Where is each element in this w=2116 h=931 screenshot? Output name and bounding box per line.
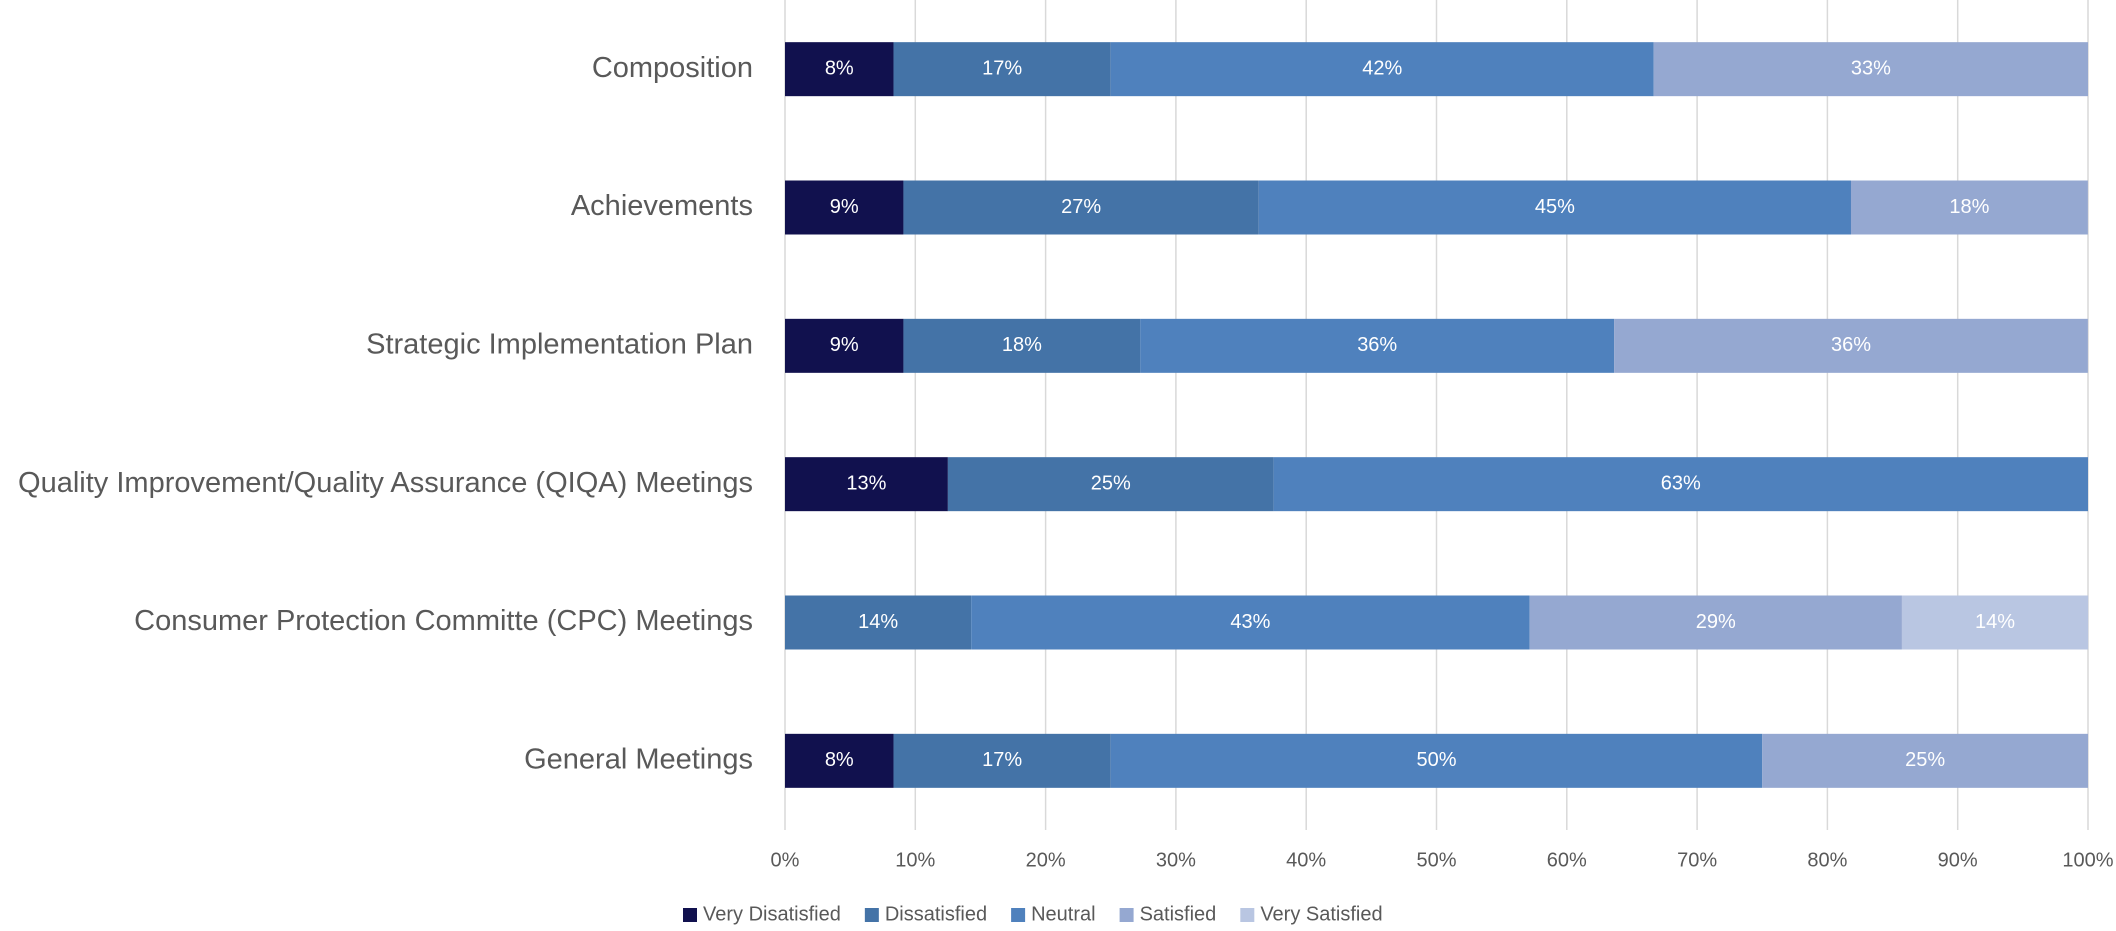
x-tick-label: 20% xyxy=(1026,849,1066,871)
bar-segment xyxy=(1614,318,2088,373)
bar-segment xyxy=(1140,318,1615,373)
x-tick-label: 100% xyxy=(2062,849,2113,871)
data-label: 9% xyxy=(830,334,859,356)
legend-swatch xyxy=(683,908,697,922)
legend-swatch xyxy=(1240,908,1255,922)
data-label: 36% xyxy=(1357,334,1397,356)
bar-segment xyxy=(1653,42,2088,97)
x-tick-label: 90% xyxy=(1938,849,1978,871)
legend-label: Satisfied xyxy=(1140,903,1217,925)
category-label: Composition xyxy=(592,52,753,84)
data-label: 18% xyxy=(1949,196,1989,218)
bar-segment xyxy=(1529,595,1902,650)
x-tick-label: 30% xyxy=(1156,849,1196,871)
legend-label: Very Satisfied xyxy=(1260,903,1382,925)
bar-segment xyxy=(903,318,1141,373)
bar-segment xyxy=(785,318,904,373)
data-label: 63% xyxy=(1661,472,1701,494)
bar-segment xyxy=(1258,180,1851,235)
x-tick-label: 0% xyxy=(771,849,800,871)
bar-segment xyxy=(1762,733,2088,788)
data-label: 13% xyxy=(846,472,886,494)
bar-segment xyxy=(1850,180,2088,235)
bar-segment xyxy=(785,180,904,235)
bar-segment xyxy=(1110,42,1654,97)
data-label: 8% xyxy=(825,749,854,771)
data-label: 50% xyxy=(1416,749,1456,771)
bar-segment xyxy=(785,733,894,788)
bar-segment xyxy=(785,595,972,650)
data-label: 25% xyxy=(1091,472,1131,494)
legend-swatch xyxy=(1011,908,1026,922)
legend-swatch xyxy=(864,908,879,922)
data-label: 33% xyxy=(1851,57,1891,79)
data-label: 17% xyxy=(982,57,1022,79)
legend-label: Dissatisfied xyxy=(885,903,987,925)
x-tick-label: 10% xyxy=(895,849,935,871)
bar-segment xyxy=(893,42,1111,97)
bar-segment xyxy=(1110,733,1763,788)
data-label: 8% xyxy=(825,57,854,79)
bar-segment xyxy=(893,733,1111,788)
bar-segment xyxy=(903,180,1259,235)
data-label: 14% xyxy=(858,611,898,633)
data-label: 45% xyxy=(1535,196,1575,218)
category-label: Strategic Implementation Plan xyxy=(366,328,753,360)
category-label: Consumer Protection Committe (CPC) Meeti… xyxy=(134,605,753,637)
data-label: 9% xyxy=(830,196,859,218)
legend-swatch xyxy=(1119,908,1134,922)
data-label: 27% xyxy=(1061,196,1101,218)
data-label: 42% xyxy=(1362,57,1402,79)
category-label: Achievements xyxy=(571,190,753,222)
data-label: 25% xyxy=(1905,749,1945,771)
x-tick-label: 60% xyxy=(1547,849,1587,871)
data-label: 18% xyxy=(1002,334,1042,356)
bar-segment xyxy=(1273,457,2088,512)
bar-segment xyxy=(1901,595,2089,650)
x-tick-label: 80% xyxy=(1807,849,1847,871)
legend-label: Neutral xyxy=(1031,903,1095,925)
x-tick-label: 70% xyxy=(1677,849,1717,871)
bar-segment xyxy=(785,42,894,97)
category-label: Quality Improvement/Quality Assurance (Q… xyxy=(18,467,753,499)
bar-segment xyxy=(947,457,1274,512)
data-label: 17% xyxy=(982,749,1022,771)
category-label: General Meetings xyxy=(524,743,753,775)
bar-segment xyxy=(785,457,948,512)
x-tick-label: 50% xyxy=(1416,849,1456,871)
data-label: 14% xyxy=(1975,611,2015,633)
legend-label: Very Disatisfied xyxy=(703,903,841,925)
data-label: 36% xyxy=(1831,334,1871,356)
x-tick-label: 40% xyxy=(1286,849,1326,871)
data-label: 43% xyxy=(1230,611,1270,633)
bar-segment xyxy=(971,595,1530,650)
data-label: 29% xyxy=(1696,611,1736,633)
